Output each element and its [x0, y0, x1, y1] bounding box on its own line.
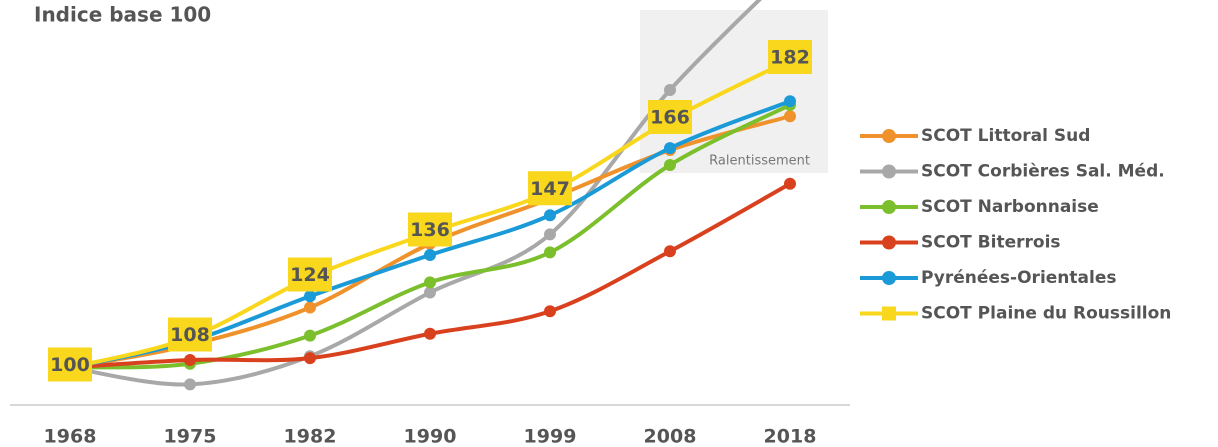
legend-marker	[882, 200, 896, 214]
data-label: 100	[50, 354, 90, 376]
point	[784, 110, 796, 123]
data-label-box	[48, 347, 92, 382]
chart-title: Indice base 100	[34, 3, 211, 27]
x-tick-label: 2008	[644, 426, 697, 447]
point	[304, 290, 316, 303]
data-label-box	[168, 317, 212, 352]
point	[544, 305, 556, 318]
x-tick-label: 1968	[44, 426, 97, 447]
point	[424, 286, 436, 299]
legend-label: SCOT Narbonnaise	[921, 197, 1099, 217]
point	[304, 329, 316, 342]
data-label: 124	[290, 264, 330, 286]
x-tick-label: 1990	[404, 426, 457, 447]
legend-marker	[882, 306, 896, 321]
annotation: Ralentissement	[709, 154, 810, 169]
point	[664, 245, 676, 258]
legend-label: Pyrénées-Orientales	[921, 268, 1116, 288]
data-label-box	[528, 171, 572, 206]
point	[424, 327, 436, 340]
point	[304, 301, 316, 314]
point	[184, 354, 196, 366]
point	[304, 352, 316, 365]
data-label-box	[648, 100, 692, 134]
legend-label: SCOT Plaine du Roussillon	[921, 304, 1171, 324]
x-tick-label: 1999	[524, 426, 577, 447]
legend-label: SCOT Littoral Sud	[921, 126, 1090, 146]
point	[544, 228, 556, 241]
point	[784, 177, 796, 190]
data-label: 166	[650, 107, 690, 129]
point	[424, 249, 436, 261]
point	[664, 84, 676, 96]
data-label: 136	[410, 219, 450, 241]
point	[664, 142, 676, 155]
legend-marker	[882, 271, 896, 285]
point	[544, 246, 556, 259]
data-label: 147	[530, 178, 570, 200]
legend-marker	[882, 235, 896, 250]
point	[784, 95, 796, 108]
data-label: 108	[170, 324, 210, 346]
legend-label: SCOT Corbières Sal. Méd.	[921, 162, 1165, 182]
legend-label: SCOT Biterrois	[921, 233, 1061, 253]
point	[544, 209, 556, 222]
data-label-box	[768, 40, 812, 74]
x-tick-label: 1975	[164, 426, 217, 447]
legend-marker	[882, 129, 896, 143]
data-label: 182	[770, 47, 810, 69]
x-tick-label: 1982	[284, 426, 337, 447]
x-tick-label: 2018	[764, 426, 817, 447]
data-label-box	[408, 212, 452, 247]
legend-marker	[882, 164, 896, 179]
point	[664, 159, 676, 171]
data-label-box	[288, 257, 332, 292]
point	[184, 378, 196, 391]
point	[424, 276, 436, 289]
